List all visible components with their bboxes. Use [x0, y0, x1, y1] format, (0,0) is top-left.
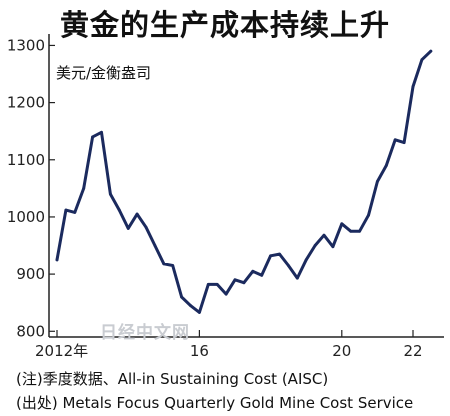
- y-tick-label: 1300: [7, 36, 45, 54]
- data-point: [251, 269, 255, 273]
- data-point: [402, 141, 406, 145]
- y-tick-label: 1200: [7, 94, 45, 112]
- footnote-data: (注)季度数据、All-in Sustaining Cost (AISC): [16, 370, 329, 388]
- data-point: [420, 58, 424, 62]
- watermark: 日经中文网: [100, 323, 190, 343]
- data-point: [260, 273, 264, 277]
- data-point: [322, 233, 326, 237]
- x-tick-label: 20: [332, 342, 351, 360]
- data-point: [393, 138, 397, 142]
- data-point: [304, 258, 308, 262]
- data-point: [340, 222, 344, 226]
- y-tick-label: 800: [16, 322, 45, 340]
- series-line: [55, 49, 433, 314]
- data-point: [153, 244, 157, 247]
- data-point: [224, 292, 228, 296]
- data-point: [313, 244, 317, 247]
- data-point: [411, 85, 415, 88]
- data-point: [349, 229, 353, 233]
- data-point: [287, 264, 290, 267]
- data-point: [384, 164, 388, 167]
- x-ticks: 2012年 16 20 22: [35, 330, 423, 360]
- data-point: [117, 208, 121, 212]
- data-point: [233, 278, 237, 282]
- y-ticks: 800 900 1000 1100 1200 1300: [7, 36, 55, 340]
- data-point: [73, 210, 77, 214]
- data-point: [376, 180, 379, 183]
- data-point: [198, 311, 201, 314]
- x-tick-label: 2012年: [35, 342, 88, 360]
- data-point: [82, 186, 86, 190]
- data-points: [55, 49, 433, 314]
- y-tick-label: 1000: [7, 208, 45, 226]
- x-tick-label: 16: [190, 342, 209, 360]
- data-point: [162, 262, 166, 266]
- data-point: [126, 226, 130, 230]
- x-tick-label: 22: [403, 342, 422, 360]
- y-tick-label: 1100: [7, 151, 45, 169]
- data-point: [367, 213, 370, 217]
- data-point: [358, 229, 361, 233]
- unit-label: 美元/金衡盎司: [56, 64, 151, 82]
- data-point: [242, 281, 246, 285]
- y-tick-label: 900: [16, 265, 45, 283]
- data-point: [180, 295, 184, 299]
- data-point: [295, 276, 299, 280]
- data-point: [429, 49, 433, 53]
- data-point: [189, 304, 192, 307]
- data-point: [206, 283, 210, 286]
- footnote-source: (出处) Metals Focus Quarterly Gold Mine Co…: [16, 394, 414, 412]
- data-point: [55, 258, 59, 262]
- data-point: [135, 212, 139, 216]
- data-point: [278, 252, 281, 256]
- data-point: [331, 245, 335, 249]
- chart-title: 黄金的生产成本持续上升: [59, 8, 390, 42]
- data-point: [215, 283, 219, 286]
- data-point: [269, 254, 272, 258]
- data-point: [144, 225, 148, 229]
- data-point: [100, 130, 103, 134]
- data-point: [91, 135, 94, 139]
- data-point: [171, 264, 175, 267]
- data-point: [64, 208, 68, 212]
- data-point: [109, 192, 112, 196]
